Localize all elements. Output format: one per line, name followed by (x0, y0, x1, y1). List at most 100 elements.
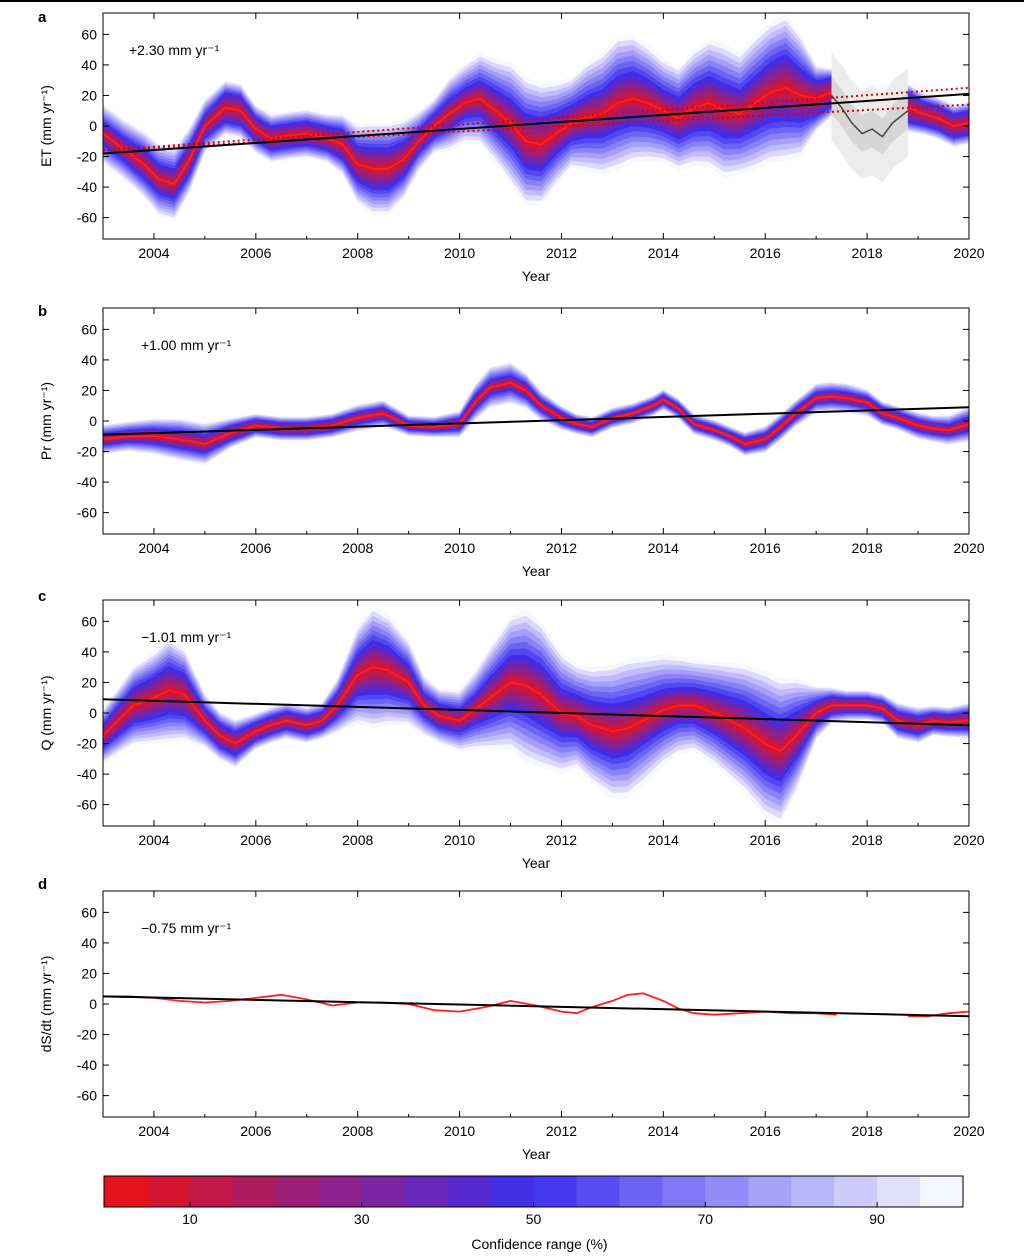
x-tick-label: 2018 (852, 540, 883, 556)
x-tick-label: 2016 (750, 1123, 781, 1139)
y-tick-label: -60 (77, 210, 97, 226)
y-tick-label: 40 (81, 935, 97, 951)
x-tick-label: 2006 (240, 540, 271, 556)
x-tick-label: 2010 (444, 832, 475, 848)
y-tick-label: 40 (81, 57, 97, 73)
y-tick-label: 0 (89, 705, 97, 721)
y-tick-label: -20 (77, 149, 97, 165)
y-tick-label: 0 (89, 413, 97, 429)
y-tick-label: 20 (81, 382, 97, 398)
y-axis-label: Q (mm yr⁻¹) (38, 675, 54, 750)
y-tick-label: -60 (77, 505, 97, 521)
x-tick-label: 2018 (852, 1123, 883, 1139)
colorbar-cell (748, 1176, 792, 1207)
confidence-band-a-2-1 (907, 103, 969, 130)
y-axis-label: ET (mm yr⁻¹) (38, 85, 54, 167)
x-tick-label: 2020 (953, 1123, 984, 1139)
panel-letter-a: a (38, 9, 47, 26)
trend-line-d (103, 995, 969, 1018)
y-tick-label: 60 (81, 321, 97, 337)
plot-area-a (103, 13, 969, 239)
x-tick-label: 2006 (240, 1123, 271, 1139)
y-tick-label: 0 (89, 118, 97, 134)
x-tick-label: 2004 (138, 245, 169, 261)
panel-c: -60 -40 -20 0 20 40 60 2004 2006 2008 2010 2012 2014… (38, 588, 985, 871)
y-tick-label: -20 (77, 736, 97, 752)
x-axis-label: Year (522, 268, 551, 284)
x-tick-label: 2010 (444, 245, 475, 261)
trend-rate-label-a: +2.30 mm yr⁻¹ (129, 42, 220, 58)
colorbar-cell (662, 1176, 706, 1207)
x-tick-label: 2016 (750, 540, 781, 556)
panel-letter-d: d (38, 876, 47, 893)
x-tick-label: 2020 (953, 540, 984, 556)
colorbar-cell (104, 1176, 148, 1207)
plot-area-d (103, 992, 969, 1018)
x-tick-label: 2004 (138, 832, 169, 848)
y-tick-label: 20 (81, 965, 97, 981)
colorbar-cell (447, 1176, 492, 1207)
y-tick-label: 20 (81, 87, 97, 103)
plot-area-b (103, 361, 969, 466)
trend-rate-label-b: +1.00 mm yr⁻¹ (141, 337, 232, 353)
y-tick-label: 20 (81, 674, 97, 690)
colorbar-cell (834, 1176, 878, 1207)
x-tick-label: 2004 (138, 1123, 169, 1139)
x-tick-label: 2006 (240, 245, 271, 261)
plot-area-c (103, 606, 969, 825)
median-line-a-1 (907, 106, 969, 128)
x-tick-label: 2004 (138, 540, 169, 556)
x-tick-label: 2008 (342, 540, 373, 556)
confidence-band-a-1-1 (907, 105, 969, 128)
colorbar-tick-label: 50 (526, 1211, 542, 1227)
x-tick-label: 2008 (342, 245, 373, 261)
colorbar-cell (920, 1176, 964, 1207)
x-tick-label: 2014 (648, 245, 679, 261)
y-axis-label: dS/dt (mm yr⁻¹) (38, 956, 54, 1053)
confidence-band-a-1-0 (103, 83, 832, 187)
y-axis-label: Pr (mm yr⁻¹) (38, 382, 54, 460)
x-tick-label: 2014 (648, 1123, 679, 1139)
y-tick-label: 40 (81, 352, 97, 368)
top-rule (0, 0, 1024, 2)
x-tick-label: 2012 (546, 832, 577, 848)
median-line-a-0 (103, 86, 832, 186)
x-tick-label: 2012 (546, 1123, 577, 1139)
x-tick-label: 2014 (648, 540, 679, 556)
colorbar-cell (275, 1176, 320, 1207)
y-tick-label: -40 (77, 1057, 97, 1073)
x-axis-label: Year (522, 1146, 551, 1162)
colorbar-label: Confidence range (%) (471, 1236, 607, 1252)
y-tick-label: -20 (77, 1027, 97, 1043)
colorbar-tick-label: 90 (869, 1211, 885, 1227)
colorbar-cell (705, 1176, 749, 1207)
axes-frame-d (102, 890, 970, 1118)
y-tick-label: -60 (77, 797, 97, 813)
colorbar: 10 30 50 70 90 Confidence range (%) (103, 1175, 964, 1252)
trend-line-c (103, 698, 969, 727)
colorbar-cell (232, 1176, 277, 1207)
y-tick-label: 60 (81, 613, 97, 629)
trend-line-b (103, 406, 969, 436)
x-tick-label: 2008 (342, 1123, 373, 1139)
y-tick-label: -40 (77, 179, 97, 195)
x-tick-label: 2020 (953, 245, 984, 261)
trend-line-a (103, 92, 969, 155)
y-tick-label: -60 (77, 1088, 97, 1104)
trend-rate-label-c: −1.01 mm yr⁻¹ (141, 629, 232, 645)
colorbar-cell (404, 1176, 449, 1207)
panel-a: -60 -40 -20 0 20 40 60 2004 2006 2008 2010 2012 2014… (38, 9, 985, 284)
colorbar-cell (318, 1176, 363, 1207)
x-tick-label: 2006 (240, 832, 271, 848)
x-tick-label: 2008 (342, 832, 373, 848)
x-tick-label: 2016 (750, 245, 781, 261)
x-tick-label: 2012 (546, 245, 577, 261)
colorbar-tick-label: 30 (354, 1211, 370, 1227)
y-tick-label: 0 (89, 996, 97, 1012)
x-tick-label: 2018 (852, 245, 883, 261)
y-tick-label: -40 (77, 766, 97, 782)
y-tick-label: -20 (77, 444, 97, 460)
colorbar-cell (189, 1176, 234, 1207)
x-tick-label: 2014 (648, 832, 679, 848)
